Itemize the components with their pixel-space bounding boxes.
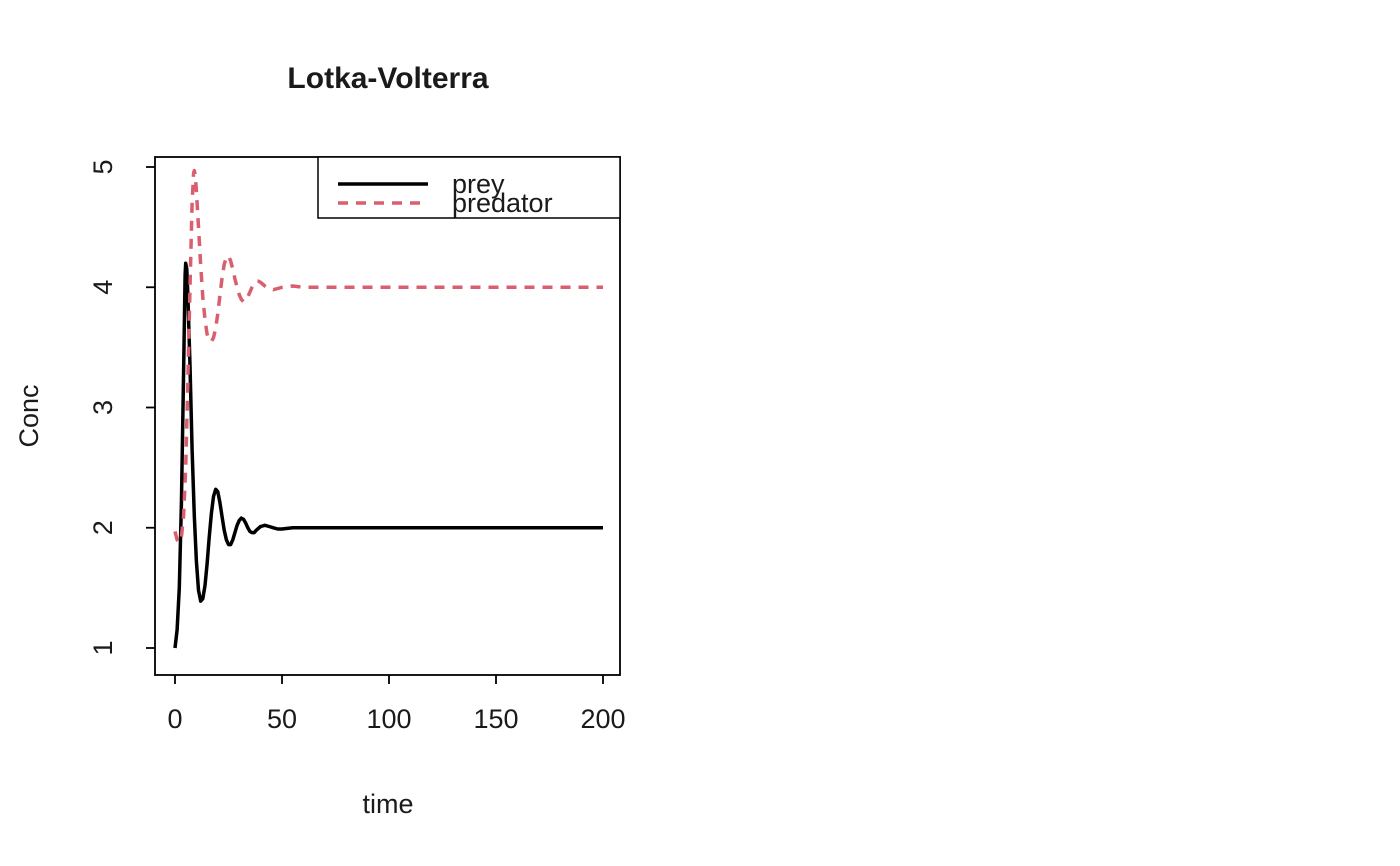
legend-label-prey: prey — [452, 169, 505, 199]
x-tick-label: 100 — [366, 704, 411, 734]
x-tick-label: 150 — [473, 704, 518, 734]
y-tick-label: 2 — [88, 520, 118, 535]
y-tick-label: 4 — [88, 280, 118, 295]
y-tick-label: 1 — [88, 640, 118, 655]
x-tick-label: 200 — [580, 704, 625, 734]
y-tick-label: 5 — [88, 159, 118, 174]
y-axis-label: Conc — [14, 384, 44, 447]
legend-box — [317, 156, 621, 219]
prey-line — [173, 261, 603, 649]
plot-border — [154, 156, 621, 676]
axis-ticks: 0 50 100 150 200 1 2 3 4 5 — [88, 159, 626, 734]
x-tick-label: 50 — [267, 704, 297, 734]
chart-title: Lotka-Volterra — [287, 62, 488, 95]
x-axis-label: time — [362, 789, 413, 819]
y-tick-label: 3 — [88, 400, 118, 415]
predator-line — [173, 168, 603, 544]
legend-label-predator: predator — [452, 188, 553, 218]
series-lines — [173, 168, 603, 649]
x-tick-label: 0 — [167, 704, 182, 734]
